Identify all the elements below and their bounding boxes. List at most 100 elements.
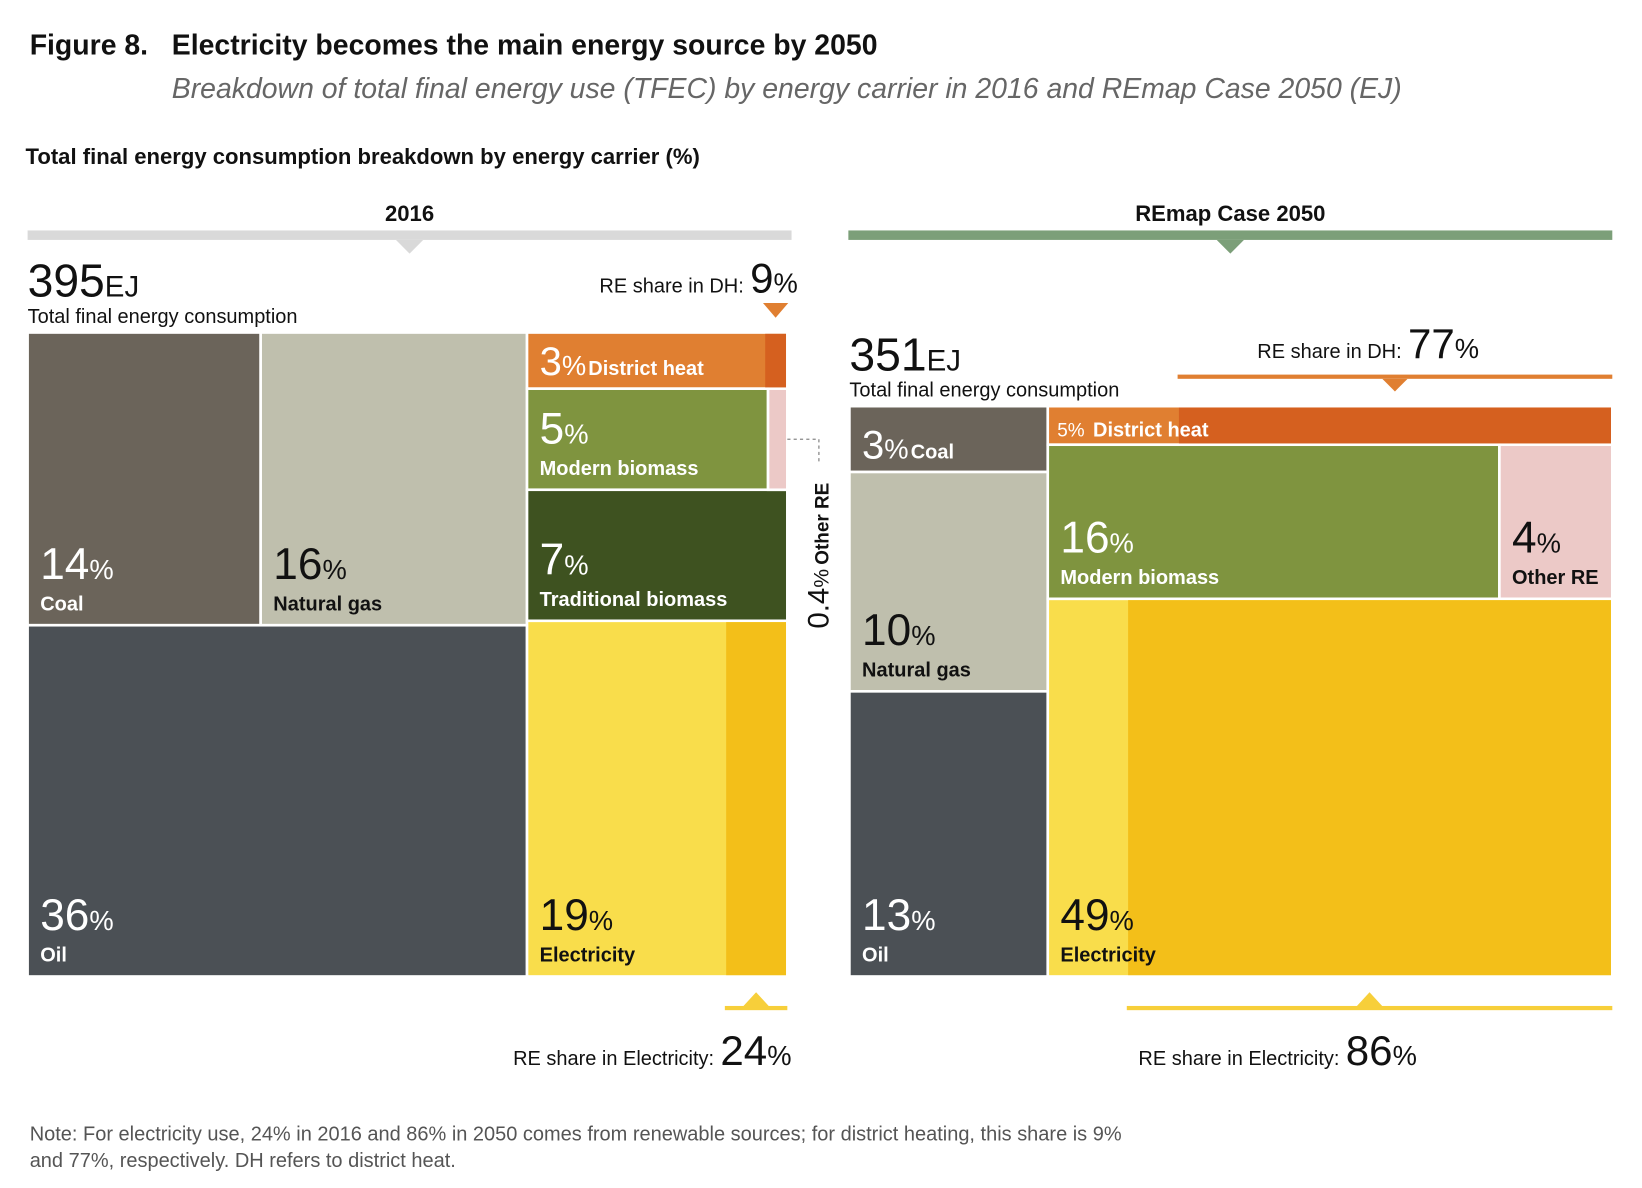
- cell-value-part: %: [911, 905, 935, 936]
- cell-value: 36%: [40, 891, 113, 940]
- cell-label: Electricity: [540, 945, 636, 967]
- re-share-electricity-part: RE share in Electricity:: [1138, 1048, 1339, 1070]
- cell-value-part: %: [810, 569, 833, 588]
- treemap-cell: [1046, 443, 1501, 601]
- panel-notch: [395, 239, 424, 254]
- treemap-cell: [766, 387, 789, 492]
- cell-value: 3% Coal: [862, 423, 954, 467]
- re-share-electricity: RE share in Electricity: 86%: [1138, 1027, 1416, 1074]
- cell-value-part: 19: [540, 891, 589, 940]
- re-share-dh-part: %: [1455, 333, 1479, 364]
- cell-value-part: 10: [862, 606, 911, 655]
- re-share-strip: [726, 622, 787, 976]
- cell-label: Coal: [40, 594, 83, 616]
- cell-value-part: %: [564, 418, 588, 449]
- re-share-electricity-part: %: [1393, 1040, 1417, 1071]
- re-share-dh-part: 9: [750, 255, 773, 302]
- cell-value-part: %: [1110, 528, 1134, 559]
- cell-value-part: 5: [1057, 420, 1068, 441]
- subtitle: Breakdown of total final energy use (TFE…: [172, 73, 1402, 105]
- re-share-bar: [724, 1005, 788, 1011]
- re-share-electricity: RE share in Electricity: 24%: [513, 1027, 791, 1074]
- cell-label: Electricity: [1060, 945, 1156, 967]
- figure-label: Figure 8.: [30, 30, 148, 62]
- re-share-electricity-part: %: [767, 1040, 791, 1071]
- cell-value-part: Coal: [911, 441, 954, 463]
- re-share-pointer: [1382, 378, 1408, 392]
- cell-label: Modern biomass: [1060, 567, 1219, 589]
- cell-value-part: 16: [273, 540, 322, 589]
- cell-label: Traditional biomass: [540, 589, 728, 611]
- re-share-pointer: [743, 992, 769, 1006]
- cell-value: 14%: [40, 540, 113, 589]
- total-label: Total final energy consumption: [28, 306, 298, 328]
- cell-value-part: 4: [1512, 514, 1537, 563]
- re-share-electricity-part: 86: [1346, 1027, 1393, 1074]
- cell-value: 3% District heat: [540, 340, 705, 384]
- treemap-cell: [525, 488, 789, 623]
- panel-bar: [848, 230, 1613, 240]
- cell-value-part: %: [89, 905, 113, 936]
- cell-value: 10%: [862, 606, 935, 655]
- re-share-strip: [1178, 407, 1611, 444]
- cell-label: Natural gas: [273, 594, 382, 616]
- panel-bar: [27, 230, 792, 240]
- re-share-strip: [1128, 600, 1611, 976]
- cell-value-part: 16: [1060, 514, 1109, 563]
- cell-value: 19%: [540, 891, 613, 940]
- re-share-bar: [1177, 374, 1613, 379]
- cell-value: 7%: [540, 536, 589, 585]
- heading: Total final energy consumption breakdown…: [25, 144, 699, 169]
- callout-line: [787, 438, 820, 463]
- cell-value-part: 14: [40, 540, 89, 589]
- cell-value-part: 3: [862, 423, 884, 467]
- cell-value-part: District heat: [588, 358, 704, 380]
- re-share-dh-part: 77: [1408, 320, 1455, 367]
- panel-title: REmap Case 2050: [1135, 201, 1325, 226]
- cell-value-part: %: [1068, 420, 1085, 441]
- cell-value: 5%: [540, 404, 589, 453]
- treemap-cell: [848, 690, 1050, 978]
- note: and 77%, respectively. DH refers to dist…: [30, 1150, 456, 1172]
- cell-value-part: 3: [540, 340, 562, 384]
- total-part: EJ: [105, 271, 139, 304]
- cell-value-part: Other RE: [812, 483, 833, 565]
- treemap-cell: [1498, 443, 1614, 601]
- re-share-strip: [765, 333, 787, 388]
- cell-label: Oil: [862, 945, 889, 967]
- cell-value-part: %: [911, 620, 935, 651]
- cell-value-part: 5: [540, 404, 565, 453]
- cell-label: Oil: [40, 945, 67, 967]
- cell-label: Natural gas: [862, 660, 971, 682]
- cell-value: 49%: [1060, 891, 1133, 940]
- cell-value: 16%: [1060, 514, 1133, 563]
- panel-title: 2016: [385, 201, 434, 226]
- cell-value-part: 36: [40, 891, 89, 940]
- treemap-cell: [525, 331, 789, 390]
- re-share-electricity-part: 24: [720, 1027, 767, 1074]
- re-share-pointer: [762, 303, 789, 318]
- cell-value-part: %: [1537, 528, 1561, 559]
- total-part: 395: [28, 255, 105, 307]
- note: Note: For electricity use, 24% in 2016 a…: [30, 1124, 1122, 1146]
- re-share-bar: [1126, 1005, 1613, 1011]
- total-label: Total final energy consumption: [849, 380, 1119, 402]
- panel-notch: [1216, 239, 1245, 254]
- cell-value-part: %: [564, 550, 588, 581]
- cell-value-part: 7: [540, 536, 565, 585]
- cell-value: 13%: [862, 891, 935, 940]
- cell-label: Other RE: [1512, 567, 1599, 589]
- treemap-cell: [259, 331, 529, 627]
- cell-value-part: %: [322, 554, 346, 585]
- cell-value: 5% District heat: [1057, 419, 1209, 441]
- cell-value-part: 0.4: [802, 588, 835, 629]
- treemap-cell: [848, 470, 1050, 693]
- cell-value-part: %: [1110, 905, 1134, 936]
- cell-value-part: %: [884, 433, 908, 464]
- cell-value-part: %: [89, 554, 113, 585]
- re-share-dh-part: %: [774, 268, 798, 299]
- cell-value-part: 49: [1060, 891, 1109, 940]
- re-share-pointer: [1356, 992, 1383, 1006]
